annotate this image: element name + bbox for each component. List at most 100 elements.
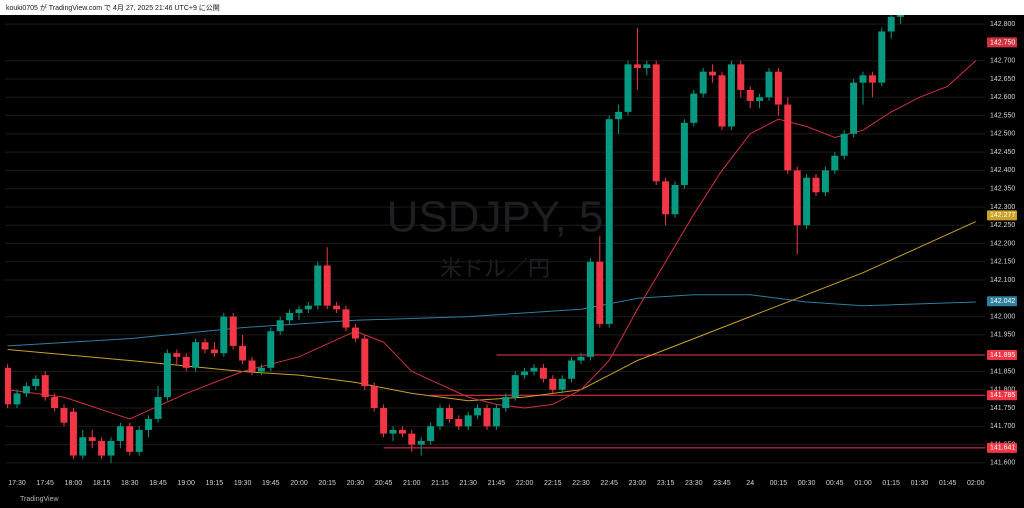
x-tick-label: 01:30 bbox=[911, 480, 929, 487]
candle-body bbox=[643, 64, 651, 69]
candle-body bbox=[267, 331, 275, 368]
price-label: 141.895 bbox=[990, 352, 1015, 359]
x-tick-label: 00:15 bbox=[770, 480, 788, 487]
candle-body bbox=[304, 305, 312, 310]
candle-body bbox=[539, 367, 547, 379]
candle-body bbox=[699, 71, 707, 94]
watermark-symbol: USDJPY, 5 bbox=[387, 193, 604, 242]
x-tick-label: 23:00 bbox=[629, 480, 647, 487]
candle-body bbox=[257, 367, 265, 372]
candle-body bbox=[831, 155, 839, 171]
x-tick-label: 21:15 bbox=[431, 480, 449, 487]
candle-body bbox=[248, 360, 256, 372]
candle-body bbox=[41, 375, 49, 398]
candle-body bbox=[671, 185, 679, 215]
candle-body bbox=[323, 265, 331, 306]
candle-body bbox=[897, 15, 905, 17]
candle-body bbox=[859, 75, 867, 83]
candle-body bbox=[737, 64, 745, 90]
candle-body bbox=[633, 64, 641, 69]
x-tick-label: 01:00 bbox=[854, 480, 872, 487]
candle-body bbox=[51, 397, 59, 409]
y-tick-label: 142.350 bbox=[990, 186, 1015, 193]
x-tick-label: 22:15 bbox=[544, 480, 562, 487]
candle-body bbox=[145, 418, 153, 430]
x-tick-label: 00:45 bbox=[826, 480, 844, 487]
candle-body bbox=[774, 71, 782, 105]
y-tick-label: 142.800 bbox=[990, 21, 1015, 28]
candle-body bbox=[88, 437, 96, 441]
price-label: 141.785 bbox=[990, 392, 1015, 399]
candle-body bbox=[718, 75, 726, 127]
price-label: 142.042 bbox=[990, 298, 1015, 305]
y-tick-label: 141.750 bbox=[990, 405, 1015, 412]
candle-body bbox=[389, 429, 397, 434]
candle-body bbox=[455, 418, 463, 427]
y-tick-label: 141.800 bbox=[990, 387, 1015, 394]
candle-body bbox=[530, 367, 538, 372]
x-tick-label: 18:30 bbox=[121, 480, 139, 487]
x-tick-label: 23:30 bbox=[685, 480, 703, 487]
x-tick-label: 20:00 bbox=[290, 480, 308, 487]
y-tick-label: 142.400 bbox=[990, 167, 1015, 174]
price-label: 141.641 bbox=[990, 445, 1015, 452]
candle-body bbox=[107, 440, 115, 456]
candle-body bbox=[878, 31, 886, 83]
candle-body bbox=[803, 177, 811, 226]
candle-body bbox=[568, 360, 576, 379]
candle-body bbox=[511, 375, 519, 398]
candle-body bbox=[380, 408, 388, 434]
candle-body bbox=[784, 104, 792, 171]
candle-body bbox=[13, 393, 21, 405]
y-tick-label: 141.700 bbox=[990, 423, 1015, 430]
price-label: 142.277 bbox=[990, 212, 1015, 219]
x-tick-label: 02:00 bbox=[967, 480, 985, 487]
candle-body bbox=[163, 353, 171, 398]
candle-body bbox=[850, 82, 858, 134]
watermark-name: 米ドル／円 bbox=[440, 256, 550, 281]
candle-body bbox=[887, 16, 895, 32]
candle-body bbox=[201, 342, 209, 350]
y-tick-label: 142.550 bbox=[990, 112, 1015, 119]
x-tick-label: 19:45 bbox=[262, 480, 280, 487]
x-tick-label: 21:00 bbox=[403, 480, 421, 487]
candle-body bbox=[596, 261, 604, 324]
y-tick-label: 142.700 bbox=[990, 58, 1015, 65]
candle-body bbox=[483, 408, 491, 427]
y-tick-label: 141.850 bbox=[990, 368, 1015, 375]
x-tick-label: 17:30 bbox=[8, 480, 26, 487]
x-tick-label: 19:30 bbox=[234, 480, 252, 487]
candle-body bbox=[154, 397, 162, 419]
x-tick-label: 17:45 bbox=[36, 480, 54, 487]
x-tick-label: 01:45 bbox=[939, 480, 957, 487]
candle-body bbox=[192, 342, 200, 368]
candle-body bbox=[126, 426, 134, 452]
candle-body bbox=[464, 415, 472, 427]
candle-body bbox=[840, 133, 848, 156]
y-tick-label: 142.000 bbox=[990, 313, 1015, 320]
candle-body bbox=[605, 119, 613, 324]
candle-body bbox=[116, 426, 124, 441]
candle-body bbox=[182, 356, 190, 368]
candle-body bbox=[690, 93, 698, 123]
candle-body bbox=[652, 64, 660, 182]
candle-body bbox=[436, 408, 444, 427]
candle-body bbox=[558, 378, 566, 390]
header: kouki0705 が TradingView.com で 4月 27, 202… bbox=[6, 3, 220, 12]
x-tick-label: 19:15 bbox=[206, 480, 224, 487]
candle-body bbox=[210, 349, 218, 354]
x-tick-label: 18:00 bbox=[65, 480, 83, 487]
plot bbox=[5, 15, 985, 464]
footer-bar bbox=[0, 492, 1024, 508]
candle-body bbox=[793, 170, 801, 226]
y-tick-label: 142.100 bbox=[990, 277, 1015, 284]
candle-body bbox=[229, 316, 237, 346]
candle-body bbox=[727, 64, 735, 127]
candle-body bbox=[709, 71, 717, 76]
x-tick-label: 22:30 bbox=[572, 480, 590, 487]
price-label-box bbox=[987, 296, 1017, 307]
x-tick-label: 20:45 bbox=[375, 480, 393, 487]
candle-body bbox=[333, 305, 341, 310]
price-label-box bbox=[987, 350, 1017, 361]
